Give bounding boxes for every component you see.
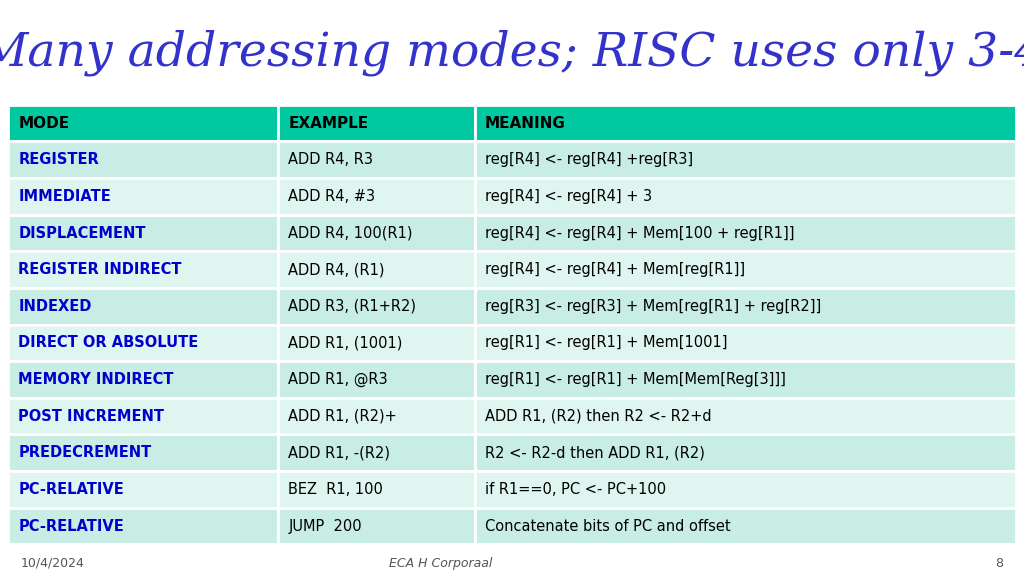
Text: ADD R4, (R1): ADD R4, (R1)	[289, 262, 385, 277]
Text: MEANING: MEANING	[485, 116, 566, 131]
Text: ADD R1, -(R2): ADD R1, -(R2)	[289, 445, 390, 460]
Text: PC-RELATIVE: PC-RELATIVE	[18, 482, 124, 497]
Text: ADD R4, 100(R1): ADD R4, 100(R1)	[289, 226, 413, 241]
Text: R2 <- R2-d then ADD R1, (R2): R2 <- R2-d then ADD R1, (R2)	[485, 445, 705, 460]
Text: ECA H Corporaal: ECA H Corporaal	[389, 557, 493, 570]
Text: INDEXED: INDEXED	[18, 299, 92, 314]
Text: ADD R1, (1001): ADD R1, (1001)	[289, 335, 402, 350]
Text: REGISTER: REGISTER	[18, 152, 99, 167]
Text: ADD R1, (R2)+: ADD R1, (R2)+	[289, 408, 397, 423]
Text: reg[R1] <- reg[R1] + Mem[Mem[Reg[3]]]: reg[R1] <- reg[R1] + Mem[Mem[Reg[3]]]	[485, 372, 785, 387]
Text: reg[R3] <- reg[R3] + Mem[reg[R1] + reg[R2]]: reg[R3] <- reg[R3] + Mem[reg[R1] + reg[R…	[485, 299, 821, 314]
Text: 8: 8	[995, 557, 1004, 570]
Text: PREDECREMENT: PREDECREMENT	[18, 445, 152, 460]
Text: DISPLACEMENT: DISPLACEMENT	[18, 226, 146, 241]
Text: ADD R3, (R1+R2): ADD R3, (R1+R2)	[289, 299, 417, 314]
Text: reg[R4] <- reg[R4] + Mem[reg[R1]]: reg[R4] <- reg[R4] + Mem[reg[R1]]	[485, 262, 745, 277]
Text: JUMP  200: JUMP 200	[289, 518, 362, 533]
Text: reg[R4] <- reg[R4] + Mem[100 + reg[R1]]: reg[R4] <- reg[R4] + Mem[100 + reg[R1]]	[485, 226, 795, 241]
Text: PC-RELATIVE: PC-RELATIVE	[18, 518, 124, 533]
Text: BEZ  R1, 100: BEZ R1, 100	[289, 482, 383, 497]
Text: if R1==0, PC <- PC+100: if R1==0, PC <- PC+100	[485, 482, 666, 497]
Text: ADD R1, (R2) then R2 <- R2+d: ADD R1, (R2) then R2 <- R2+d	[485, 408, 712, 423]
Text: ADD R4, R3: ADD R4, R3	[289, 152, 374, 167]
Text: ADD R4, #3: ADD R4, #3	[289, 189, 376, 204]
Text: reg[R4] <- reg[R4] +reg[R3]: reg[R4] <- reg[R4] +reg[R3]	[485, 152, 693, 167]
Text: POST INCREMENT: POST INCREMENT	[18, 408, 165, 423]
Text: IMMEDIATE: IMMEDIATE	[18, 189, 112, 204]
Text: Concatenate bits of PC and offset: Concatenate bits of PC and offset	[485, 518, 730, 533]
Text: MODE: MODE	[18, 116, 70, 131]
Text: reg[R1] <- reg[R1] + Mem[1001]: reg[R1] <- reg[R1] + Mem[1001]	[485, 335, 727, 350]
Text: MEMORY INDIRECT: MEMORY INDIRECT	[18, 372, 174, 387]
Text: ADD R1, @R3: ADD R1, @R3	[289, 372, 388, 387]
Text: EXAMPLE: EXAMPLE	[289, 116, 369, 131]
Text: REGISTER INDIRECT: REGISTER INDIRECT	[18, 262, 182, 277]
Text: 10/4/2024: 10/4/2024	[20, 557, 84, 570]
Text: Many addressing modes; RISC uses only 3-4: Many addressing modes; RISC uses only 3-…	[0, 30, 1024, 76]
Text: DIRECT OR ABSOLUTE: DIRECT OR ABSOLUTE	[18, 335, 199, 350]
Text: reg[R4] <- reg[R4] + 3: reg[R4] <- reg[R4] + 3	[485, 189, 652, 204]
